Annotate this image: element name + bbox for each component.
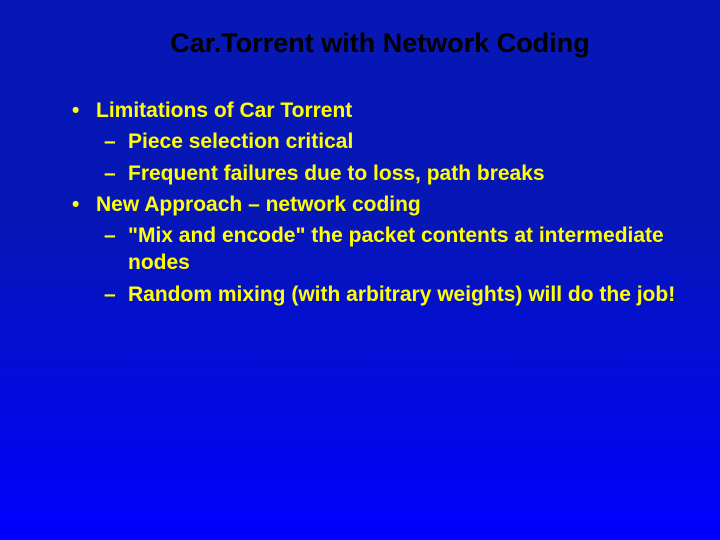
bullet-item: Limitations of Car Torrent bbox=[72, 97, 680, 124]
bullet-item: Random mixing (with arbitrary weights) w… bbox=[72, 281, 680, 308]
bullet-item: New Approach – network coding bbox=[72, 191, 680, 218]
bullet-item: Frequent failures due to loss, path brea… bbox=[72, 160, 680, 187]
slide-title: Car.Torrent with Network Coding bbox=[80, 28, 680, 59]
slide-container: Car.Torrent with Network Coding Limitati… bbox=[0, 0, 720, 540]
bullet-item: "Mix and encode" the packet contents at … bbox=[72, 222, 680, 277]
bullet-item: Piece selection critical bbox=[72, 128, 680, 155]
slide-content: Limitations of Car Torrent Piece selecti… bbox=[40, 97, 680, 308]
